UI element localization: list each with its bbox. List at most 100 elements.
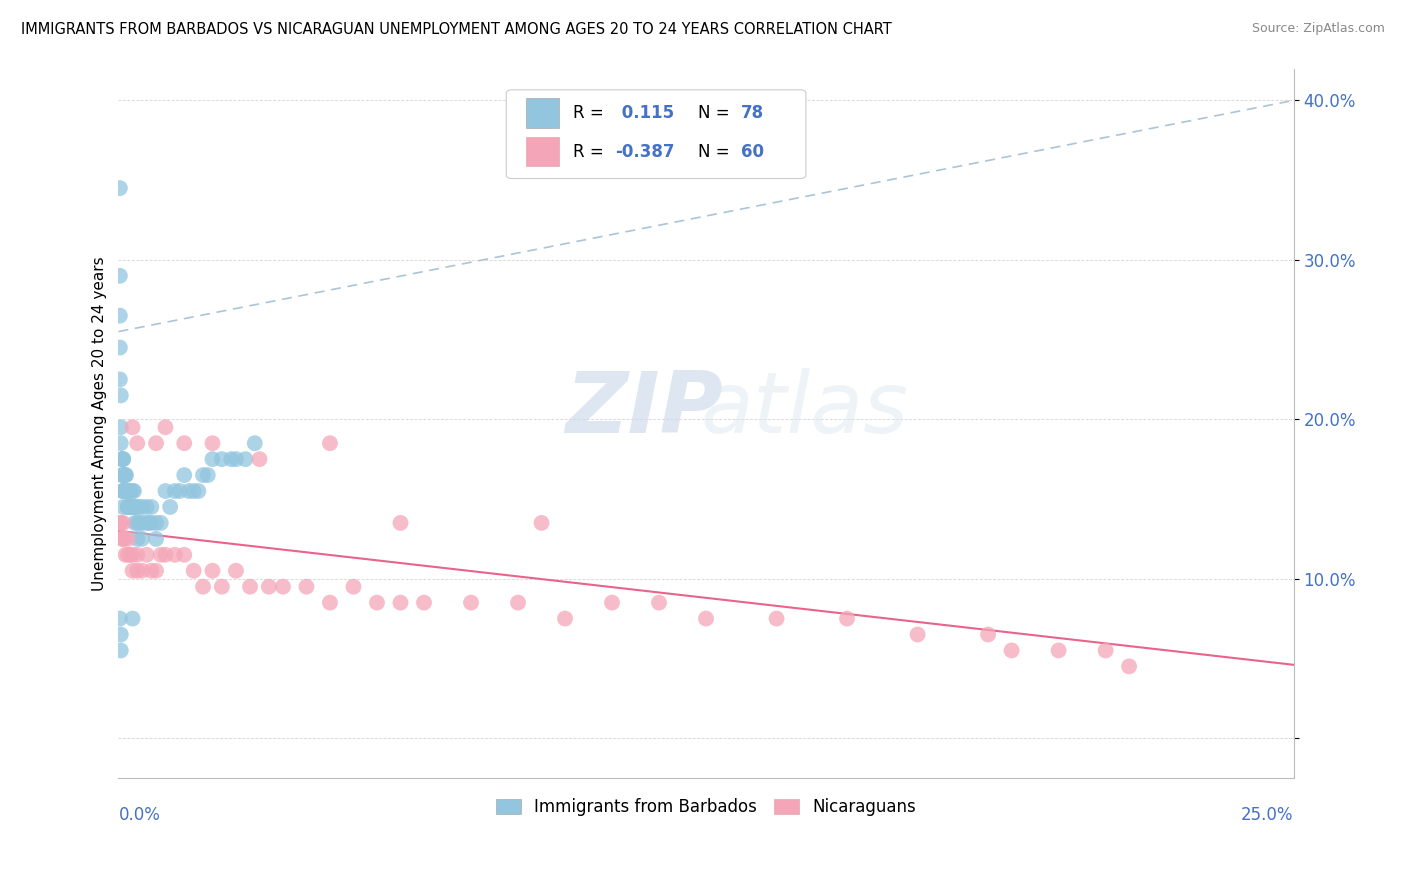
Point <box>197 468 219 483</box>
Point <box>111 452 134 467</box>
Point <box>115 483 138 498</box>
Point <box>163 483 186 498</box>
Text: atlas: atlas <box>700 368 908 450</box>
Point <box>977 627 1000 641</box>
Point <box>121 500 143 514</box>
Point <box>112 500 135 514</box>
Point <box>201 436 224 450</box>
Point <box>120 500 142 514</box>
Text: -0.387: -0.387 <box>616 143 675 161</box>
Point <box>173 468 195 483</box>
Point <box>112 483 135 498</box>
Point <box>765 611 787 625</box>
Point <box>121 500 143 514</box>
Text: N =: N = <box>697 104 735 122</box>
Point <box>173 436 195 450</box>
Point <box>135 548 157 562</box>
Point <box>219 452 242 467</box>
Point <box>127 564 149 578</box>
Point <box>120 483 142 498</box>
Text: R =: R = <box>574 143 609 161</box>
Point <box>257 580 280 594</box>
Point <box>225 564 247 578</box>
Point <box>460 596 482 610</box>
Point <box>127 532 149 546</box>
FancyBboxPatch shape <box>526 136 560 167</box>
Point <box>114 548 136 562</box>
Point <box>117 483 139 498</box>
Point <box>110 436 132 450</box>
Point <box>110 643 132 657</box>
Point <box>111 452 134 467</box>
Point <box>187 483 209 498</box>
Point <box>138 516 160 530</box>
Point <box>118 500 141 514</box>
Point <box>108 516 131 530</box>
Point <box>108 309 131 323</box>
Point <box>108 372 131 386</box>
Point <box>135 500 157 514</box>
Point <box>108 181 131 195</box>
Text: R =: R = <box>574 104 609 122</box>
Point <box>149 516 172 530</box>
Point <box>121 483 143 498</box>
Point <box>1094 643 1116 657</box>
Text: IMMIGRANTS FROM BARBADOS VS NICARAGUAN UNEMPLOYMENT AMONG AGES 20 TO 24 YEARS CO: IMMIGRANTS FROM BARBADOS VS NICARAGUAN U… <box>21 22 891 37</box>
Point <box>118 483 141 498</box>
Point <box>145 532 167 546</box>
Text: 25.0%: 25.0% <box>1241 806 1294 824</box>
Point <box>117 532 139 546</box>
Point <box>141 516 163 530</box>
Point <box>211 580 233 594</box>
Point <box>112 468 135 483</box>
Point <box>155 483 177 498</box>
Point <box>155 420 177 434</box>
Point <box>413 596 436 610</box>
Point <box>112 532 135 546</box>
Text: ZIP: ZIP <box>565 368 723 450</box>
Point <box>114 468 136 483</box>
Point <box>145 436 167 450</box>
Point <box>1118 659 1140 673</box>
Point <box>112 516 135 530</box>
Point <box>114 483 136 498</box>
Point <box>121 564 143 578</box>
Point <box>117 500 139 514</box>
Point <box>122 500 145 514</box>
FancyBboxPatch shape <box>506 90 806 178</box>
Point <box>169 483 191 498</box>
Point <box>122 483 145 498</box>
Point <box>295 580 318 594</box>
Point <box>131 564 153 578</box>
Point <box>114 483 136 498</box>
Point <box>112 452 135 467</box>
Point <box>342 580 364 594</box>
Point <box>159 500 181 514</box>
Point <box>111 483 134 498</box>
Point <box>124 516 146 530</box>
Point <box>141 564 163 578</box>
Point <box>191 468 214 483</box>
Point <box>695 611 717 625</box>
Point <box>115 468 138 483</box>
Point <box>243 436 266 450</box>
Point <box>163 548 186 562</box>
Point <box>128 516 150 530</box>
Point <box>127 436 149 450</box>
Point <box>121 611 143 625</box>
Point <box>225 452 247 467</box>
Point <box>389 516 412 530</box>
Point <box>112 452 135 467</box>
Point <box>191 580 214 594</box>
Point <box>131 500 153 514</box>
Point <box>201 564 224 578</box>
Point <box>131 516 153 530</box>
Point <box>112 532 135 546</box>
Point <box>177 483 200 498</box>
Point <box>135 516 157 530</box>
Text: 0.0%: 0.0% <box>118 806 160 824</box>
Point <box>149 548 172 562</box>
Point <box>183 564 205 578</box>
Point <box>111 532 134 546</box>
Point <box>183 483 205 498</box>
